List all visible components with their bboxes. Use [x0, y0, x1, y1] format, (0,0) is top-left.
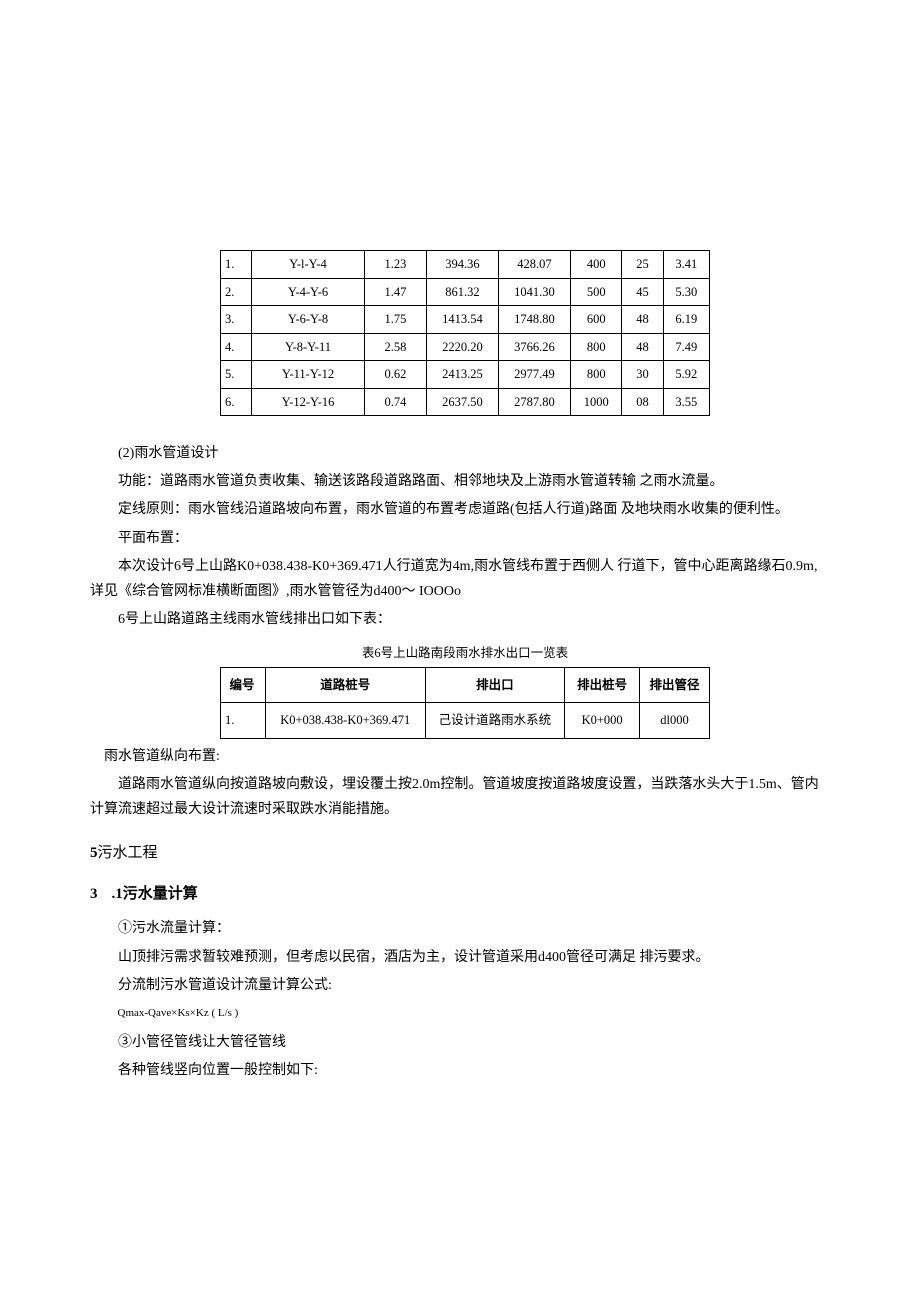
- table-cell: K0+038.438-K0+369.471: [265, 703, 425, 739]
- table-cell: 1041.30: [498, 278, 570, 306]
- table-cell: 5.: [221, 361, 252, 389]
- table-row: 3.Y-6-Y-81.751413.541748.80600486.19: [221, 306, 710, 334]
- para-design-6: 本次设计6号上山路K0+038.438-K0+369.471人行道宽为4m,雨水…: [90, 554, 830, 604]
- table-cell: 2977.49: [498, 361, 570, 389]
- table-cell: 6.19: [663, 306, 709, 334]
- table-cell: 4.: [221, 333, 252, 361]
- table-row: 5.Y-11-Y-120.622413.252977.49800305.92: [221, 361, 710, 389]
- table-header-cell: 排出管径: [640, 667, 710, 703]
- table-header-cell: 排出桩号: [565, 667, 640, 703]
- table-cell: Y-8-Y-11: [251, 333, 364, 361]
- formula-text: Qmax-Qave×Ks×Kz ( L/s ): [90, 1004, 830, 1024]
- para-vertical-layout: 雨水管道纵向布置:: [104, 744, 830, 769]
- table-cell: 48: [622, 333, 663, 361]
- table-cell: 45: [622, 278, 663, 306]
- table2-caption: 表6号上山路南段雨水排水出口一览表: [220, 642, 710, 665]
- table-cell: 1.: [221, 703, 266, 739]
- table-cell: Y-6-Y-8: [251, 306, 364, 334]
- para-line-principle: 定线原则：雨水管线沿道路坡向布置，雨水管道的布置考虑道路(包括人行道)路面 及地…: [90, 497, 830, 522]
- para-outlet-intro: 6号上山路道路主线雨水管线排出口如下表：: [90, 607, 830, 632]
- table-cell: 1.23: [365, 251, 427, 279]
- table-cell: 30: [622, 361, 663, 389]
- table2-header-row: 编号道路桩号排出口排出桩号排出管径: [221, 667, 710, 703]
- table-cell: 2.: [221, 278, 252, 306]
- table-cell: 2.58: [365, 333, 427, 361]
- table-cell: 48: [622, 306, 663, 334]
- table-cell: Y-l-Y-4: [251, 251, 364, 279]
- table-row: 1.K0+038.438-K0+369.471己设计道路雨水系统K0+000dl…: [221, 703, 710, 739]
- table-cell: 2787.80: [498, 388, 570, 416]
- section-5-num: 5: [90, 845, 98, 861]
- table-cell: 1.: [221, 251, 252, 279]
- table-cell: Y-12-Y-16: [251, 388, 364, 416]
- table-cell: 2413.25: [426, 361, 498, 389]
- table-cell: 800: [571, 333, 622, 361]
- table-cell: 己设计道路雨水系统: [425, 703, 565, 739]
- table-cell: 25: [622, 251, 663, 279]
- table-cell: 08: [622, 388, 663, 416]
- table-cell: 800: [571, 361, 622, 389]
- table-cell: Y-11-Y-12: [251, 361, 364, 389]
- table-cell: Y-4-Y-6: [251, 278, 364, 306]
- table-cell: 1000: [571, 388, 622, 416]
- para-function: 功能：道路雨水管道负责收集、输送该路段道路路面、相邻地块及上游雨水管道转输 之雨…: [90, 469, 830, 494]
- table-cell: 3.55: [663, 388, 709, 416]
- para-sewage-formula-intro: 分流制污水管道设计流量计算公式:: [90, 973, 830, 998]
- subsection-3-1: 3 .1污水量计算: [90, 881, 830, 908]
- table-cell: 2220.20: [426, 333, 498, 361]
- table-header-cell: 编号: [221, 667, 266, 703]
- rainwater-pipe-table: 1.Y-l-Y-41.23394.36428.07400253.412.Y-4-…: [220, 250, 710, 416]
- table-cell: 3.: [221, 306, 252, 334]
- subsection-title: .1污水量计算: [112, 886, 198, 902]
- table-cell: 6.: [221, 388, 252, 416]
- table-cell: 428.07: [498, 251, 570, 279]
- para-vertical-control: 各种管线竖向位置一般控制如下:: [90, 1058, 830, 1083]
- para-small-pipe: ③小管径管线让大管径管线: [90, 1030, 830, 1055]
- table-row: 6.Y-12-Y-160.742637.502787.801000083.55: [221, 388, 710, 416]
- subsection-num: 3: [90, 886, 98, 902]
- table-header-cell: 排出口: [425, 667, 565, 703]
- para-vertical-detail: 道路雨水管道纵向按道路坡向敷设，埋设覆土按2.0m控制。管道坡度按道路坡度设置，…: [90, 772, 830, 822]
- table-cell: 3.41: [663, 251, 709, 279]
- table-cell: 1413.54: [426, 306, 498, 334]
- table-cell: 400: [571, 251, 622, 279]
- para-sewage-calc-1: ①污水流量计算：: [90, 916, 830, 941]
- table-cell: 1748.80: [498, 306, 570, 334]
- table-cell: 5.92: [663, 361, 709, 389]
- table-cell: 0.62: [365, 361, 427, 389]
- table-cell: 7.49: [663, 333, 709, 361]
- para-plane-layout: 平面布置：: [90, 526, 830, 551]
- table-cell: 1.47: [365, 278, 427, 306]
- table-cell: 500: [571, 278, 622, 306]
- section-5-title: 污水工程: [98, 845, 158, 861]
- table-row: 4.Y-8-Y-112.582220.203766.26800487.49: [221, 333, 710, 361]
- table-cell: 3766.26: [498, 333, 570, 361]
- table-cell: 600: [571, 306, 622, 334]
- table-cell: dl000: [640, 703, 710, 739]
- table-cell: 1.75: [365, 306, 427, 334]
- table-cell: 2637.50: [426, 388, 498, 416]
- table1-body: 1.Y-l-Y-41.23394.36428.07400253.412.Y-4-…: [221, 251, 710, 416]
- table-header-cell: 道路桩号: [265, 667, 425, 703]
- table-cell: 394.36: [426, 251, 498, 279]
- table2-body: 1.K0+038.438-K0+369.471己设计道路雨水系统K0+000dl…: [221, 703, 710, 739]
- para-2-design: (2)雨水管道设计: [90, 441, 830, 466]
- table-cell: 0.74: [365, 388, 427, 416]
- table-row: 1.Y-l-Y-41.23394.36428.07400253.41: [221, 251, 710, 279]
- outlet-table: 编号道路桩号排出口排出桩号排出管径 1.K0+038.438-K0+369.47…: [220, 667, 710, 739]
- para-sewage-calc-2: 山顶排污需求暂较难预测，但考虑以民宿，酒店为主，设计管道采用d400管径可满足 …: [90, 945, 830, 970]
- table-row: 2.Y-4-Y-61.47861.321041.30500455.30: [221, 278, 710, 306]
- table-cell: 5.30: [663, 278, 709, 306]
- table-cell: K0+000: [565, 703, 640, 739]
- table-cell: 861.32: [426, 278, 498, 306]
- section-5-sewage: 5污水工程: [90, 840, 830, 867]
